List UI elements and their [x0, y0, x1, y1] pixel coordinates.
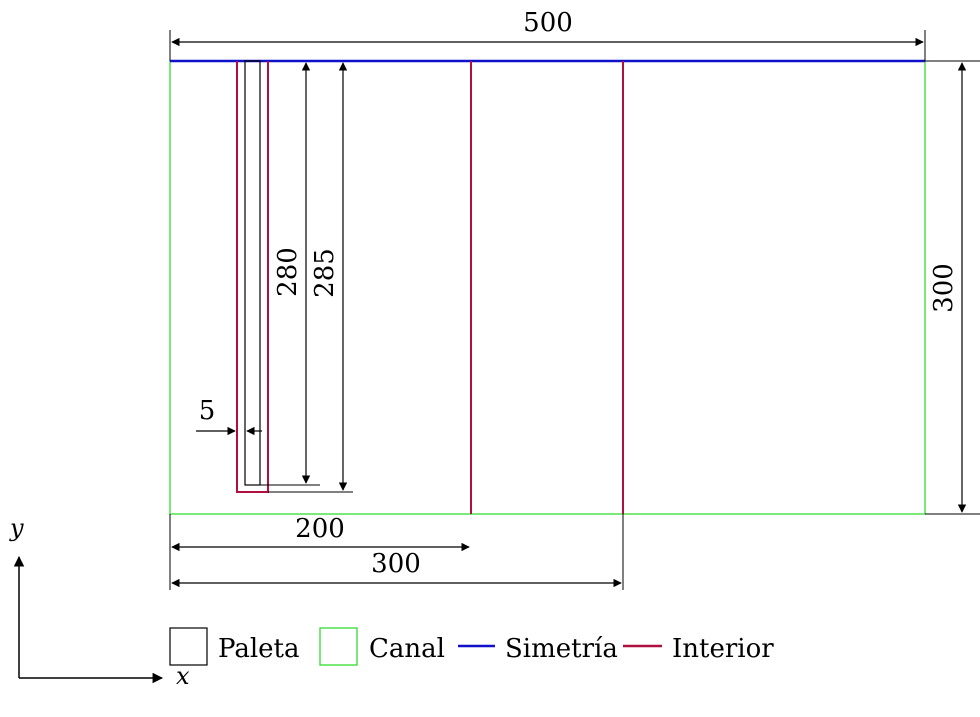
- y-axis-label: y: [9, 514, 24, 542]
- legend-canal-label: Canal: [369, 634, 445, 664]
- legend-canal-swatch: [319, 627, 358, 666]
- x-axis-label: x: [176, 662, 190, 690]
- legend: Paleta Canal Simetría Interior: [169, 627, 774, 666]
- dim-5-label: 5: [199, 396, 216, 426]
- dim-280-label: 280: [273, 247, 303, 297]
- legend-paleta-swatch: [169, 627, 208, 666]
- dim-300-horizontal-label: 300: [371, 549, 421, 579]
- legend-paleta-label: Paleta: [218, 634, 299, 664]
- dim-200-label: 200: [295, 514, 345, 544]
- interior-blade-region: [236, 61, 269, 493]
- legend-simetria-label: Simetría: [505, 634, 618, 664]
- dim-500-label: 500: [523, 8, 573, 38]
- paleta-blade: [244, 60, 261, 486]
- legend-interior-label: Interior: [672, 634, 774, 664]
- dim-285-label: 285: [310, 248, 340, 298]
- dim-300-vertical-label: 300: [929, 263, 959, 313]
